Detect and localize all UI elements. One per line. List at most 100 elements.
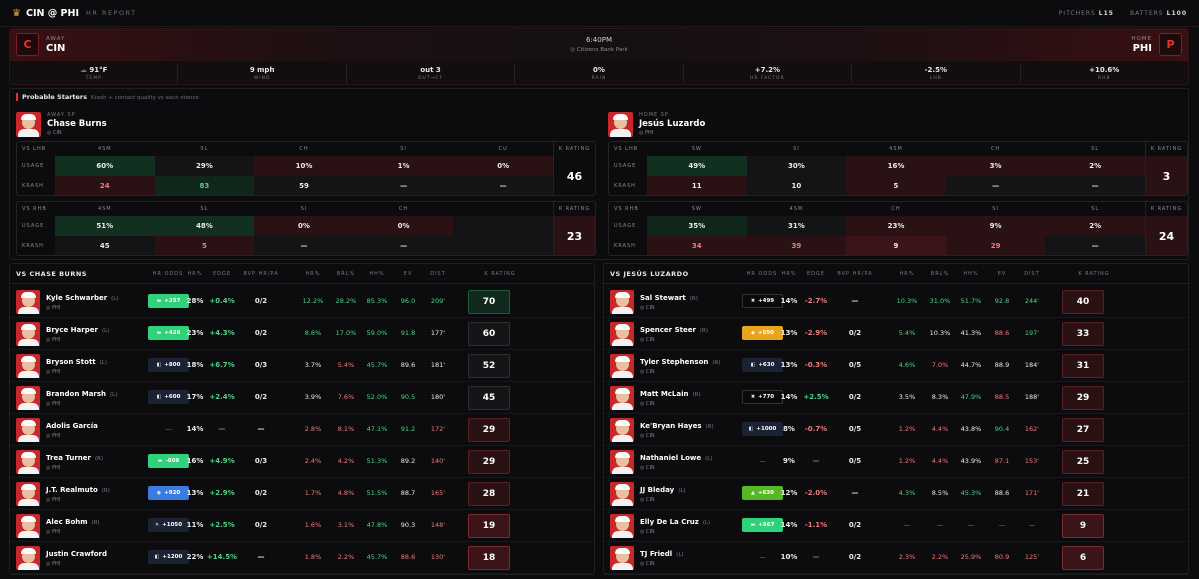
team-abbr: PHI <box>51 337 61 343</box>
table-row[interactable]: Sal Stewart (R) ◎ CIN ✖ +499 14% -2.7% —10.3% 31… <box>604 286 1188 318</box>
pitcher-avatar <box>16 112 41 137</box>
batter-avatar <box>16 514 40 538</box>
hr-odds-button[interactable]: ◧ +630 <box>742 358 783 372</box>
bvp: 0/2 <box>848 329 862 337</box>
table-row[interactable]: Kyle Schwarber (L) ◎ PHI ▬ +257 28% +0.4% 0/2 12… <box>10 286 594 318</box>
bat-hand: (L) <box>676 552 684 558</box>
table-row[interactable]: Trea Turner (R) ◎ PHI ▬ -809 16% +4.9% 0/3 2.4% 4… <box>10 446 594 478</box>
hard-hit-rate: 25.9% <box>960 553 982 561</box>
table-row[interactable]: TJ Friedl (L) ◎ CIN — 10% — 0/2 2.3% 2.2% 25.9% 80… <box>604 542 1188 574</box>
table-row[interactable]: JJ Bleday (L) ◎ CIN ▲ +630 12% -2.0% —4.3% 8.5% 4… <box>604 478 1188 510</box>
barrel-rate: 4.4% <box>931 457 949 465</box>
game-time: 6:40PM <box>586 36 612 44</box>
batter-name[interactable]: Bryson Stott (L) <box>46 358 107 366</box>
barrel-rate: 4.8% <box>337 489 355 497</box>
weather-hr-factor: +7.2% HR FACTOR <box>682 64 851 84</box>
table-row[interactable]: Elly De La Cruz (L) ◎ CIN ▬ +567 14% -1.1% 0/2—… <box>604 510 1188 542</box>
batter-name[interactable]: Spencer Steer (R) <box>640 326 708 334</box>
table-row[interactable]: Bryson Stott (L) ◎ PHI ◧ +800 18% +6.7% 0/3 3.7%… <box>10 350 594 382</box>
batters-sample[interactable]: BATTERS L100 <box>1129 9 1187 17</box>
hr-odds-value: +1000 <box>756 426 777 432</box>
batter-name-text: Spencer Steer <box>640 326 696 334</box>
usage-value: 48% <box>154 216 255 236</box>
batter-name[interactable]: Matt McLain (R) <box>640 390 701 398</box>
hr-odds-button[interactable]: ▬ +257 <box>148 294 189 308</box>
batter-name[interactable]: TJ Friedl (L) <box>640 550 684 558</box>
batter-name[interactable]: Adolis García <box>46 422 102 430</box>
cloud-icon: ☁ <box>79 66 90 74</box>
exit-velocity: 91.8 <box>400 329 416 337</box>
k-rating-box: 29 <box>468 450 510 474</box>
table-row[interactable]: Nathaniel Lowe (L) ◎ CIN — 9% — 0/5 1.2% 4.4% 43.… <box>604 446 1188 478</box>
table-title: VS CHASE BURNS <box>16 270 87 278</box>
hr-rate: 1.2% <box>898 457 916 465</box>
k-rating-box: 6 <box>1062 546 1104 570</box>
batter-avatar <box>610 514 634 538</box>
sample-settings: PITCHERS L15 BATTERS L100 <box>1059 10 1187 17</box>
table-row[interactable]: J.T. Realmuto (R) ◎ PHI ◉ +920 13% +2.9% 0/2 1.7… <box>10 478 594 510</box>
batter-name[interactable]: Kyle Schwarber (L) <box>46 294 119 302</box>
pitchers-sample[interactable]: PITCHERS L15 <box>1058 9 1114 17</box>
table-row[interactable]: Tyler Stephenson (R) ◎ CIN ◧ +630 13% -0.3% 0/5… <box>604 350 1188 382</box>
hr-odds-button[interactable]: ✖ +499 <box>742 294 783 308</box>
batter-name[interactable]: Bryce Harper (L) <box>46 326 109 334</box>
hr-odds-button[interactable]: ◉ +920 <box>148 486 189 500</box>
hr-odds-button[interactable]: ◧ +1000 <box>742 422 783 436</box>
batter-name[interactable]: Alec Bohm (R) <box>46 518 100 526</box>
bvp: 0/3 <box>254 361 268 369</box>
batter-name[interactable]: Ke'Bryan Hayes (R) <box>640 422 714 430</box>
distance: 140' <box>430 457 446 465</box>
batter-name[interactable]: Trea Turner (R) <box>46 454 103 462</box>
table-row[interactable]: Ke'Bryan Hayes (R) ◎ CIN ◧ +1000 8% -0.7% 0/5 1.… <box>604 414 1188 446</box>
table-row[interactable]: Spencer Steer (R) ◎ CIN ◆ +550 13% -2.9% 0/2 5.4… <box>604 318 1188 350</box>
batter-name[interactable]: Tyler Stephenson (R) <box>640 358 721 366</box>
hr-odds-button[interactable]: ▬ +426 <box>148 326 189 340</box>
hr-odds-button[interactable]: ◧ +600 <box>148 390 189 404</box>
team-icon: ◎ <box>46 561 52 567</box>
batter-name[interactable]: Sal Stewart (R) <box>640 294 698 302</box>
starter-name[interactable]: Jesús Luzardo <box>639 119 706 129</box>
batter-name-text: Alec Bohm <box>46 518 88 526</box>
hr-rate: 1.7% <box>304 489 322 497</box>
hr-odds-button[interactable]: ▬ -809 <box>148 454 189 468</box>
hr-pct: 14% <box>780 297 798 305</box>
krash-value: 24 <box>55 176 155 195</box>
batter-name[interactable]: Brandon Marsh (L) <box>46 390 117 398</box>
column-header: BVP HR/PA <box>243 271 279 277</box>
exit-velocity: 90.5 <box>400 393 416 401</box>
table-row[interactable]: Adolis García ◎ PHI — 14% — — 2.8% 8.1% 47.1% 91.… <box>10 414 594 446</box>
batter-name[interactable]: J.T. Realmuto (R) <box>46 486 110 494</box>
table-row[interactable]: Brandon Marsh (L) ◎ PHI ◧ +600 17% +2.4% 0/2 3.9… <box>10 382 594 414</box>
hr-odds-button[interactable]: ✕ +1050 <box>148 518 189 532</box>
hr-odds-button[interactable]: ✖ +770 <box>742 390 783 404</box>
hr-odds-button[interactable]: ◆ +550 <box>742 326 783 340</box>
hr-pct: 14% <box>780 521 798 529</box>
batter-name[interactable]: Nathaniel Lowe (L) <box>640 454 712 462</box>
sportsbook-icon: ✖ <box>750 394 756 400</box>
k-rating-label: K RATING <box>552 202 595 216</box>
hr-odds-button[interactable]: ◧ +800 <box>148 358 189 372</box>
batter-avatar <box>610 290 634 314</box>
hr-rate: 3.9% <box>304 393 322 401</box>
table-row[interactable]: Matt McLain (R) ◎ CIN ✖ +770 14% +2.5% 0/2 3.5% 8… <box>604 382 1188 414</box>
table-row[interactable]: Alec Bohm (R) ◎ PHI ✕ +1050 11% +2.5% 0/2 1.6% 3.… <box>10 510 594 542</box>
table-row[interactable]: Justin Crawford ◎ PHI ◧ +1200 22% +14.5% — 1.8%… <box>10 542 594 574</box>
pitch-type: SL <box>200 146 209 152</box>
batter-team: ◎ CIN <box>640 369 655 375</box>
exit-velocity: 88.6 <box>994 489 1010 497</box>
hr-odds-button[interactable]: ▬ +567 <box>742 518 783 532</box>
hr-pct: 14% <box>780 393 798 401</box>
hr-odds-button[interactable]: ◧ +1200 <box>148 550 189 564</box>
batter-name[interactable]: Justin Crawford <box>46 550 111 558</box>
usage-value: 35% <box>647 216 747 236</box>
barrel-rate: 8.1% <box>337 425 355 433</box>
k-rating-box: 70 <box>468 290 510 314</box>
table-row[interactable]: Bryce Harper (L) ◎ PHI ▬ +426 23% +4.3% 0/2 8.6%… <box>10 318 594 350</box>
hr-odds-button[interactable]: ▲ +630 <box>742 486 783 500</box>
batter-name-text: JJ Bleday <box>640 486 675 494</box>
starter-name[interactable]: Chase Burns <box>47 119 107 129</box>
column-header: EDGE <box>212 271 232 277</box>
batter-name[interactable]: JJ Bleday (L) <box>640 486 686 494</box>
usage-value: 1% <box>353 156 454 176</box>
batter-name[interactable]: Elly De La Cruz (L) <box>640 518 710 526</box>
